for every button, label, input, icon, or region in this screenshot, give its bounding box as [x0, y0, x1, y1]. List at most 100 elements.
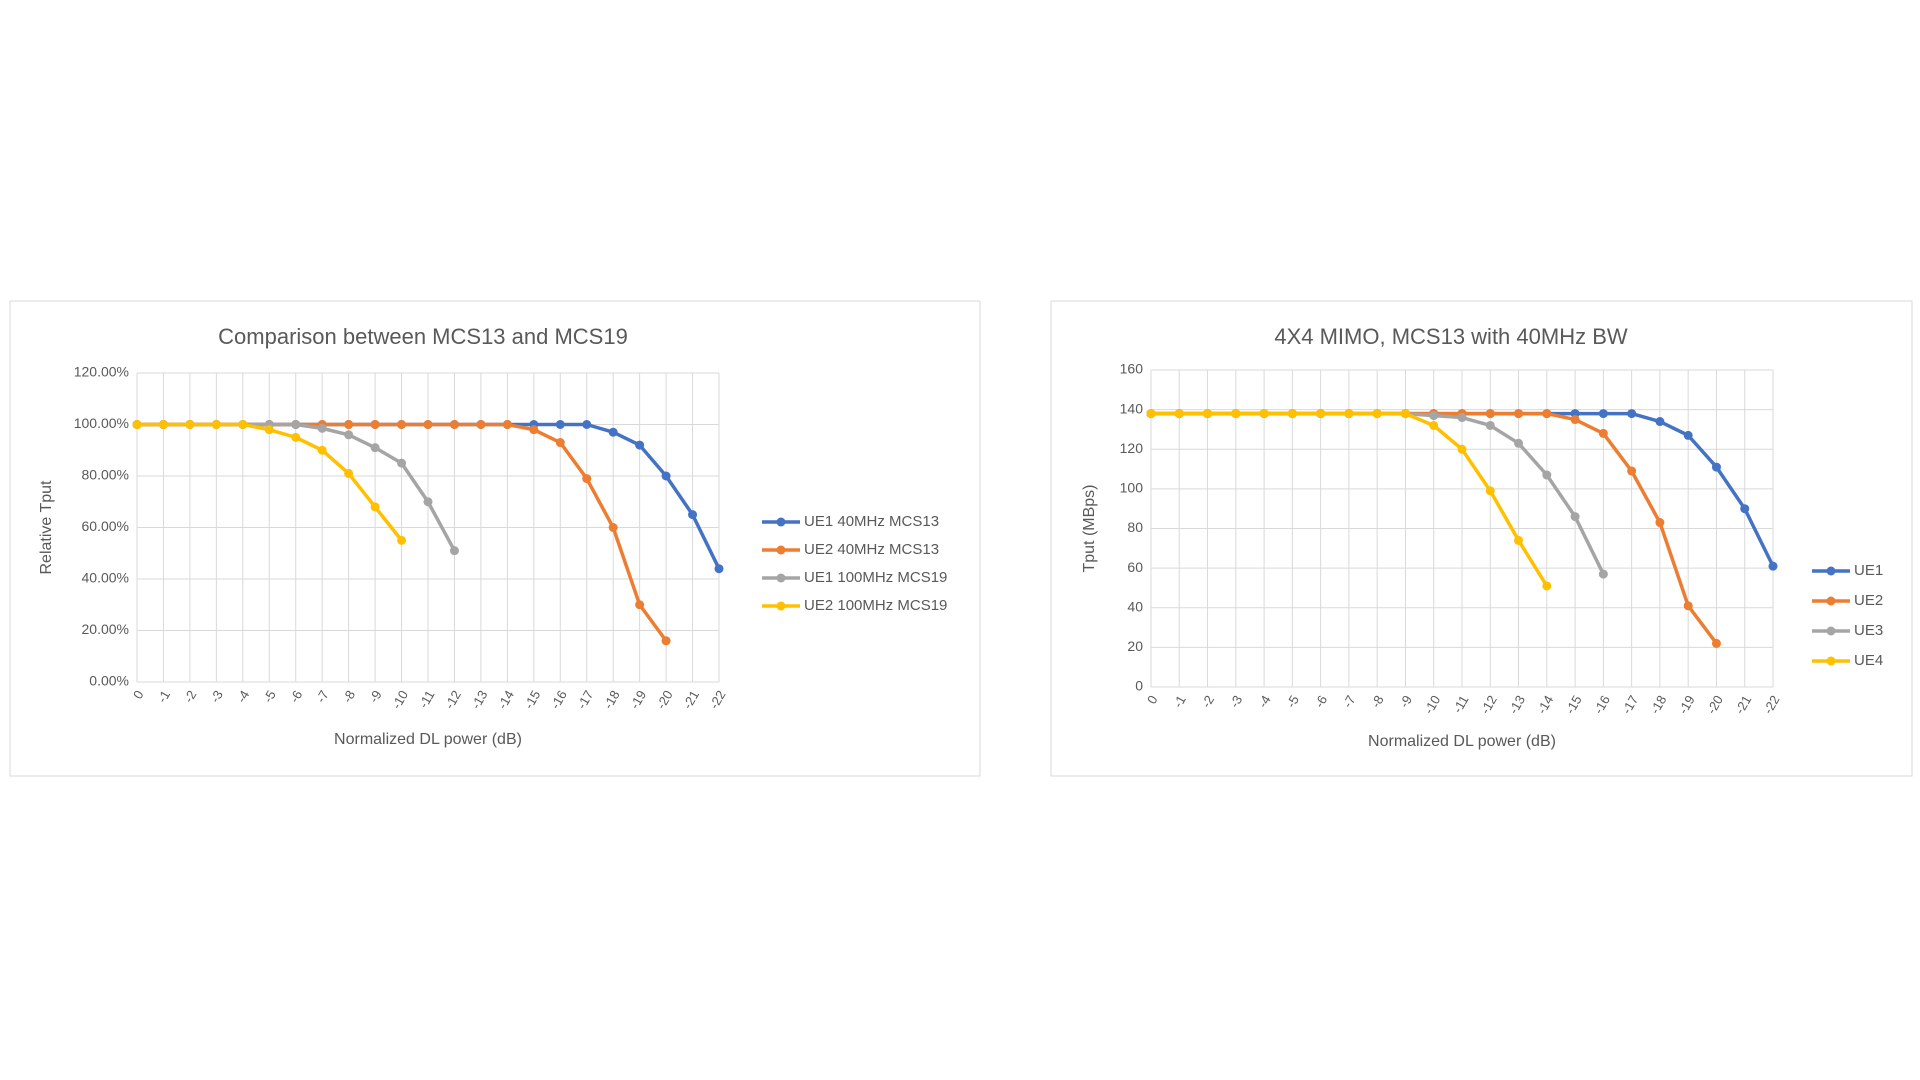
x-axis-title: Normalized DL power (dB)	[334, 731, 522, 748]
data-point	[1683, 601, 1693, 611]
data-point	[1514, 535, 1524, 545]
legend-label: UE2 100MHz MCS19	[804, 597, 947, 614]
data-point	[370, 502, 380, 512]
y-tick-label: 0	[1135, 678, 1143, 694]
data-point	[1203, 409, 1213, 419]
data-point	[688, 510, 698, 520]
data-point	[238, 420, 248, 429]
legend-marker	[1826, 626, 1836, 636]
data-point	[317, 423, 327, 433]
y-axis-title: Relative Tput	[38, 480, 55, 575]
x-axis-title: Normalized DL power (dB)	[1368, 733, 1556, 750]
data-point	[1231, 409, 1241, 419]
data-point	[344, 430, 354, 440]
data-point	[1655, 518, 1665, 528]
chart-title: 4X4 MIMO, MCS13 with 40MHz BW	[1274, 324, 1628, 349]
y-tick-label: 120	[1120, 440, 1144, 456]
data-point	[449, 546, 459, 556]
data-point	[555, 420, 565, 429]
data-point	[397, 535, 407, 545]
legend-label: UE1 40MHz MCS13	[804, 513, 939, 530]
legend-marker	[776, 601, 786, 611]
data-point	[1457, 413, 1467, 423]
data-point	[1598, 409, 1608, 419]
data-point	[635, 600, 645, 610]
y-tick-label: 160	[1120, 361, 1144, 377]
y-tick-label: 40.00%	[82, 570, 129, 586]
data-point	[1627, 466, 1637, 476]
data-point	[291, 420, 301, 429]
y-tick-label: 0.00%	[89, 673, 129, 689]
data-point	[1457, 444, 1467, 454]
data-point	[582, 474, 592, 484]
data-point	[608, 427, 618, 437]
data-point	[158, 420, 168, 429]
y-tick-label: 140	[1120, 400, 1144, 416]
data-point	[1598, 569, 1608, 579]
y-tick-label: 20.00%	[82, 621, 129, 637]
data-point	[1485, 486, 1495, 496]
data-point	[397, 458, 407, 468]
chart-title: Comparison between MCS13 and MCS19	[218, 324, 628, 349]
legend-marker	[776, 517, 786, 527]
legend-marker	[1826, 566, 1836, 576]
y-tick-label: 80	[1127, 519, 1143, 535]
data-point	[264, 425, 274, 435]
y-tick-label: 120.00%	[74, 364, 129, 380]
data-point	[185, 420, 195, 429]
data-point	[1740, 504, 1750, 514]
legend-marker	[1826, 596, 1836, 606]
data-point	[635, 440, 645, 450]
data-point	[1542, 470, 1552, 480]
data-point	[529, 425, 539, 435]
data-point	[1344, 409, 1354, 419]
data-point	[476, 420, 486, 429]
data-point	[1146, 409, 1156, 419]
data-point	[608, 523, 618, 532]
data-point	[555, 438, 565, 448]
legend-label: UE1 100MHz MCS19	[804, 569, 947, 586]
data-point	[291, 432, 301, 442]
data-point	[1287, 409, 1297, 419]
data-point	[1542, 581, 1552, 591]
data-point	[1174, 409, 1184, 419]
y-tick-label: 100	[1120, 480, 1144, 496]
data-point	[449, 420, 459, 429]
data-point	[582, 420, 592, 429]
chart-frame	[9, 300, 981, 777]
y-axis-title: Tput (MBps)	[1081, 484, 1098, 572]
data-point	[1259, 409, 1269, 419]
data-point	[1655, 417, 1665, 427]
y-tick-label: 20	[1127, 638, 1143, 654]
legend-label: UE2 40MHz MCS13	[804, 541, 939, 558]
data-point	[1400, 409, 1410, 419]
data-point	[1570, 415, 1580, 425]
data-point	[1514, 438, 1524, 448]
legend-marker	[1826, 656, 1836, 666]
data-point	[1429, 420, 1439, 430]
legend-label: UE3	[1854, 622, 1883, 639]
data-point	[1429, 411, 1439, 421]
data-point	[397, 420, 407, 429]
data-point	[502, 420, 512, 429]
data-point	[1768, 561, 1778, 571]
data-point	[317, 445, 327, 455]
data-point	[1542, 409, 1552, 419]
data-point	[344, 468, 354, 478]
legend-label: UE2	[1854, 592, 1883, 609]
y-tick-label: 80.00%	[82, 467, 129, 483]
y-tick-label: 60	[1127, 559, 1143, 575]
legend-marker	[776, 573, 786, 583]
data-point	[1316, 409, 1326, 419]
data-point	[1711, 638, 1721, 648]
data-point	[132, 420, 142, 429]
data-point	[1485, 409, 1495, 419]
y-tick-label: 60.00%	[82, 518, 129, 534]
data-point	[1485, 420, 1495, 430]
data-point	[661, 471, 671, 481]
data-point	[1570, 512, 1580, 522]
data-point	[1598, 428, 1608, 438]
chart-frame	[1050, 300, 1913, 777]
